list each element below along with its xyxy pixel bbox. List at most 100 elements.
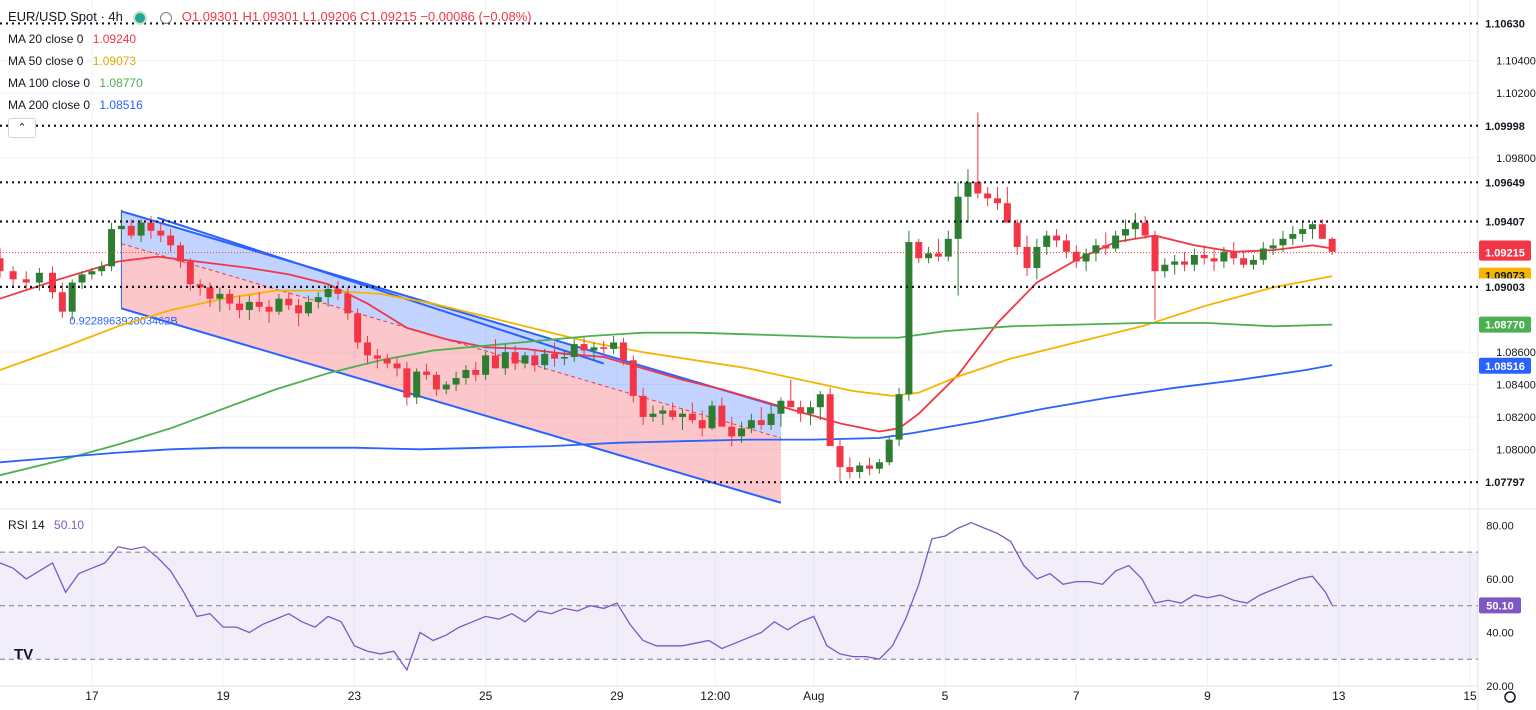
candle-body bbox=[718, 405, 726, 427]
candle bbox=[718, 397, 726, 427]
candle bbox=[255, 292, 263, 312]
candle-body bbox=[1003, 203, 1011, 223]
candle bbox=[659, 405, 667, 426]
rsi-line bbox=[0, 521, 1333, 672]
candle-body bbox=[728, 426, 736, 437]
rsi-label: RSI 14 bbox=[8, 518, 45, 532]
candle bbox=[58, 282, 66, 319]
time-tick-label: 12:00 bbox=[700, 689, 730, 703]
tradingview-logo-icon[interactable]: TV bbox=[14, 646, 34, 663]
candle-body bbox=[619, 342, 627, 361]
candle bbox=[304, 295, 312, 317]
candle-body bbox=[629, 360, 637, 396]
candle bbox=[738, 421, 746, 443]
price-label-badge bbox=[1479, 244, 1531, 261]
candle bbox=[1299, 222, 1307, 243]
candle bbox=[1171, 255, 1179, 275]
candle-body bbox=[472, 369, 480, 375]
candle-body bbox=[1200, 255, 1208, 259]
candle-body bbox=[659, 410, 667, 414]
chart-legend: EUR/USD Spot · 4h O1.09301 H1.09301 L1.0… bbox=[8, 6, 532, 116]
candle bbox=[974, 112, 982, 199]
candle-body bbox=[836, 446, 844, 468]
price-tick-label: 1.09800 bbox=[1496, 153, 1536, 165]
candle-body bbox=[1151, 235, 1159, 272]
candle-body bbox=[383, 358, 391, 364]
candle-body bbox=[777, 400, 785, 414]
price-label-text: 1.07797 bbox=[1485, 477, 1525, 489]
candle-body bbox=[226, 293, 234, 304]
ma20-value: 1.09240 bbox=[92, 32, 137, 46]
candle-body bbox=[176, 245, 184, 262]
candle bbox=[1043, 230, 1051, 255]
candle bbox=[49, 266, 56, 299]
candle-body bbox=[117, 225, 125, 230]
candle bbox=[137, 219, 145, 243]
price-label-badge bbox=[1478, 473, 1532, 491]
candle bbox=[334, 280, 342, 301]
candle bbox=[521, 352, 529, 369]
ma200-legend[interactable]: MA 200 close 0 1.08516 bbox=[8, 94, 532, 116]
symbol-row: EUR/USD Spot · 4h O1.09301 H1.09301 L1.0… bbox=[8, 6, 532, 28]
time-tick-label: Aug bbox=[803, 689, 824, 703]
candle bbox=[688, 402, 696, 424]
candle bbox=[285, 292, 293, 311]
visibility-icon[interactable] bbox=[160, 11, 173, 24]
candle bbox=[551, 342, 559, 367]
rsi-legend[interactable]: RSI 14 50.10 bbox=[8, 518, 84, 532]
candle bbox=[1013, 219, 1021, 255]
price-label-text: 1.09003 bbox=[1485, 282, 1525, 294]
candle-body bbox=[157, 230, 165, 236]
candle bbox=[1269, 238, 1277, 255]
ma50-legend[interactable]: MA 50 close 0 1.09073 bbox=[8, 50, 532, 72]
candle-body bbox=[344, 293, 352, 314]
candle bbox=[1289, 225, 1297, 246]
candle bbox=[1023, 235, 1031, 277]
ma20-label: MA 20 close 0 bbox=[8, 32, 84, 46]
price-label-text: 1.08770 bbox=[1485, 320, 1525, 332]
candle bbox=[1318, 219, 1326, 239]
candle bbox=[629, 355, 637, 403]
price-label-text: 1.09998 bbox=[1485, 121, 1525, 133]
candle-body bbox=[1013, 222, 1021, 247]
candle-body bbox=[570, 344, 578, 358]
time-tick-label: 7 bbox=[1073, 689, 1080, 703]
candle-body bbox=[1121, 229, 1129, 236]
ma20-legend[interactable]: MA 20 close 0 1.09240 bbox=[8, 28, 532, 50]
candle bbox=[1309, 220, 1316, 239]
candle bbox=[373, 348, 381, 369]
candle bbox=[176, 242, 184, 268]
candle-body bbox=[1062, 240, 1070, 252]
candle-body bbox=[1269, 245, 1277, 249]
candle-body bbox=[452, 378, 460, 385]
channel-inner-line bbox=[157, 216, 605, 365]
candle bbox=[1200, 245, 1208, 265]
ma200-line bbox=[0, 364, 1333, 464]
candle bbox=[954, 182, 962, 296]
candle-body bbox=[1102, 245, 1110, 249]
candle bbox=[364, 335, 371, 364]
candle bbox=[432, 371, 440, 396]
candle-body bbox=[423, 371, 431, 375]
candle bbox=[570, 339, 578, 362]
candle-body bbox=[1131, 222, 1139, 230]
candle bbox=[610, 335, 618, 354]
candle bbox=[393, 357, 401, 377]
rsi-value-badge bbox=[1479, 597, 1521, 614]
price-label-text: 1.09215 bbox=[1485, 248, 1525, 260]
candle-body bbox=[137, 222, 145, 236]
candle-body bbox=[285, 298, 293, 306]
collapse-legend-button[interactable]: ⌃ bbox=[8, 118, 36, 138]
ma50-value: 1.09073 bbox=[92, 54, 137, 68]
price-label-badge bbox=[1479, 316, 1531, 333]
candle bbox=[462, 365, 470, 385]
candle bbox=[1161, 258, 1169, 278]
ma100-legend[interactable]: MA 100 close 0 1.08770 bbox=[8, 72, 532, 94]
symbol-title[interactable]: EUR/USD Spot · 4h bbox=[8, 9, 123, 24]
candle-body bbox=[98, 266, 106, 272]
candle bbox=[560, 350, 568, 366]
channel-lower-line bbox=[121, 307, 782, 504]
candle-body bbox=[560, 357, 568, 359]
channel-upper-line bbox=[121, 210, 782, 409]
